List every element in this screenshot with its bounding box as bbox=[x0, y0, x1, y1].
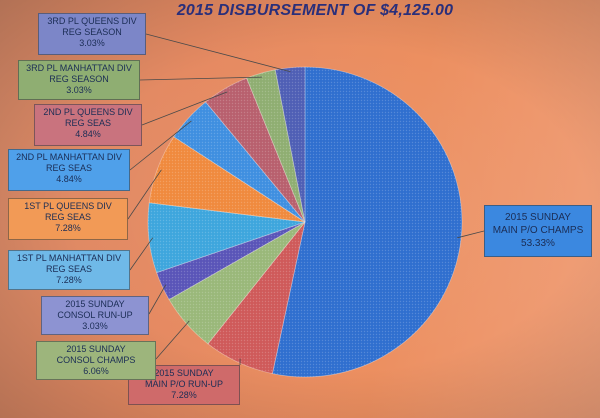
leader-line bbox=[127, 169, 162, 220]
pie-slice-texture bbox=[149, 136, 305, 222]
slice-label-percent: 4.84% bbox=[75, 129, 101, 139]
slice-label-line2: REG SEASON bbox=[62, 27, 122, 37]
slice-label: 1st PL QUEENS DIV REG SEAS 7.28% bbox=[8, 198, 128, 240]
pie-slice-texture bbox=[207, 222, 305, 374]
slice-label-line1: 1st PL QUEENS DIV bbox=[24, 201, 112, 211]
pie-slice-texture bbox=[205, 78, 305, 222]
slice-label-percent: 3.03% bbox=[82, 321, 108, 331]
pie-slice-texture bbox=[173, 101, 305, 222]
slice-label-line1: 1st PL MANHATTAN DIV bbox=[16, 253, 122, 263]
slice-label-line1: 2015 SUNDAY bbox=[505, 212, 571, 223]
leader-line bbox=[129, 237, 154, 271]
leader-line bbox=[141, 91, 228, 126]
slice-label-line1: 2nd PL MANHATTAN DIV bbox=[16, 152, 122, 162]
slice-label-line2: MAIN P/O RUN-UP bbox=[144, 379, 223, 389]
pie-slice-texture bbox=[147, 202, 305, 273]
slice-label-line1: 2015 SUNDAY bbox=[66, 344, 126, 354]
slice-label-line2: REG SEAS bbox=[45, 264, 92, 274]
slice-label-percent: 4.84% bbox=[56, 174, 82, 184]
slice-label: 2015 SUNDAY CONSOL RUN-UP 3.03% bbox=[41, 296, 149, 335]
slice-label-line1: 2015 SUNDAY bbox=[154, 368, 214, 378]
slice-label-line2: REG SEAS bbox=[45, 163, 92, 173]
leader-line bbox=[129, 120, 192, 171]
slice-label-percent: 7.28% bbox=[56, 275, 82, 285]
chart-title: 2015 DISBURSEMENT OF $4,125.00 bbox=[176, 2, 454, 19]
leader-line bbox=[139, 76, 262, 81]
pie-slice-texture bbox=[169, 222, 305, 344]
slice-label-line1: 3rd PL QUEENS DIV bbox=[47, 16, 137, 26]
slice-label-line1: 2015 SUNDAY bbox=[65, 299, 125, 309]
pie-slice-texture bbox=[246, 69, 305, 222]
slice-label-line1: 2nd PL QUEENS DIV bbox=[43, 107, 133, 117]
leader-line bbox=[145, 33, 291, 73]
slice-label: 3rd PL QUEENS DIV REG SEASON 3.03% bbox=[38, 13, 146, 55]
slice-label-percent: 7.28% bbox=[55, 223, 81, 233]
leader-line bbox=[457, 230, 485, 239]
slice-label-percent: 53.33% bbox=[521, 238, 555, 249]
pie-slice-texture bbox=[272, 67, 462, 378]
slice-label: 3rd PL MANHATTAN DIV REG SEASON 3.03% bbox=[18, 60, 140, 100]
slice-label-line2: REG SEAS bbox=[44, 212, 91, 222]
slice-label-line2: MAIN P/O CHAMPS bbox=[492, 225, 584, 236]
pie-slice-texture bbox=[156, 222, 305, 300]
slice-label-line2: CONSOL CHAMPS bbox=[56, 355, 136, 365]
leader-line bbox=[148, 284, 167, 315]
slice-label-line1: 3rd PL MANHATTAN DIV bbox=[26, 63, 132, 73]
slice-label-line2: CONSOL RUN-UP bbox=[57, 310, 133, 320]
leader-line bbox=[155, 320, 190, 360]
slice-label-percent: 6.06% bbox=[83, 366, 109, 376]
slice-label-percent: 3.03% bbox=[79, 38, 105, 48]
slice-label-percent: 3.03% bbox=[66, 85, 92, 95]
slice-label: 2015 SUNDAY MAIN P/O CHAMPS 53.33% bbox=[484, 205, 592, 257]
slice-label-percent: 7.28% bbox=[171, 390, 197, 400]
pie-slice-texture bbox=[275, 67, 305, 222]
slice-label: 2nd PL QUEENS DIV REG SEAS 4.84% bbox=[34, 104, 142, 146]
slice-label: 2nd PL MANHATTAN DIV REG SEAS 4.84% bbox=[8, 149, 130, 191]
slice-label: 2015 SUNDAY CONSOL CHAMPS 6.06% bbox=[36, 341, 156, 380]
slice-label: 1st PL MANHATTAN DIV REG SEAS 7.28% bbox=[8, 250, 130, 290]
slice-label-line2: REG SEAS bbox=[64, 118, 111, 128]
slice-label-line2: REG SEASON bbox=[49, 74, 109, 84]
